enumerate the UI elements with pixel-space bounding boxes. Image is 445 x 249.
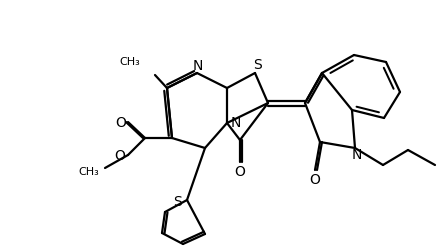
Text: N: N	[193, 59, 203, 73]
Text: O: O	[116, 116, 126, 130]
Text: O: O	[114, 149, 125, 163]
Text: CH₃: CH₃	[119, 57, 140, 67]
Text: S: S	[253, 58, 261, 72]
Text: O: O	[235, 165, 246, 179]
Text: S: S	[174, 195, 182, 209]
Text: O: O	[310, 173, 320, 187]
Text: CH₃: CH₃	[78, 167, 99, 177]
Text: N: N	[352, 148, 362, 162]
Text: N: N	[231, 116, 241, 130]
